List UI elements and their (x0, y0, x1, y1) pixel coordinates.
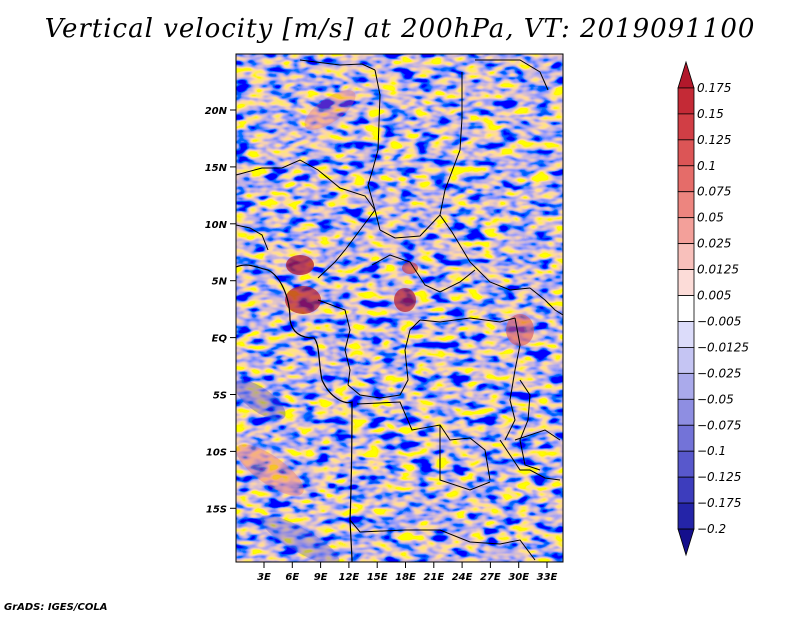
colorbar-level-label: 0.0125 (697, 263, 739, 277)
colorbar-level-label: 0.005 (697, 289, 731, 303)
lat-tick-label: 10S (206, 447, 227, 458)
lon-tick-label: 33E (537, 572, 558, 583)
colorbar-level-label: −0.125 (697, 470, 741, 484)
colorbar-swatch (677, 347, 695, 374)
colorbar-swatch (677, 113, 695, 141)
footer-credit: GrADS: IGES/COLA (4, 602, 108, 613)
colorbar-level-label: 0.1 (697, 159, 716, 173)
colorbar-swatch (677, 269, 695, 296)
chart-title: Vertical velocity [m/s] at 200hPa, VT: 2… (44, 14, 756, 44)
lon-tick-label: 12E (339, 572, 360, 583)
colorbar-level-label: 0.025 (697, 237, 731, 251)
country-boundaries (236, 59, 563, 562)
colorbar-swatch (677, 217, 695, 245)
lat-tick-label: 5S (213, 391, 227, 402)
lon-tick-label: 3E (257, 572, 271, 583)
lat-tick-label: 10N (205, 220, 228, 231)
colorbar-level-label: 0.075 (697, 185, 731, 199)
lon-tick-label: 9E (314, 572, 328, 583)
colorbar-level-label: 0.05 (697, 211, 724, 225)
colorbar-swatch (677, 139, 695, 167)
lat-tick-label: 20N (205, 106, 228, 117)
colorbar-swatch-top-arrow (677, 60, 695, 89)
lon-tick-label: 24E (452, 572, 473, 583)
colorbar-level-label: −0.075 (697, 418, 741, 432)
colorbar-swatch (677, 295, 695, 322)
colorbar-level-label: 0.125 (697, 133, 731, 147)
colorbar-level-label: −0.1 (697, 444, 726, 458)
strong-updraft-cells (236, 90, 534, 562)
colorbar-swatch (677, 502, 695, 530)
lon-tick-label: 27E (480, 572, 501, 583)
lon-tick-label: 15E (367, 572, 388, 583)
colorbar-level-label: −0.2 (697, 522, 726, 536)
colorbar-swatch (677, 165, 695, 193)
colorbar-swatch (677, 243, 695, 270)
lat-tick-label: 15N (205, 163, 228, 174)
lat-tick-label: EQ (212, 334, 228, 345)
lon-tick-label: 18E (395, 572, 416, 583)
colorbar-swatch-bottom-arrow (677, 528, 695, 557)
colorbar-swatch (677, 424, 695, 452)
longitude-axis: 3E 6E 9E 12E 15E 18E 21E 24E 27E 30E 33E (257, 562, 558, 583)
lon-tick-label: 21E (423, 572, 444, 583)
colorbar-level-label: −0.025 (697, 366, 741, 380)
colorbar-level-label: −0.005 (697, 314, 741, 328)
colorbar-level-label: 0.15 (697, 107, 724, 121)
colorbar-level-label: −0.175 (697, 496, 741, 510)
colorbar-swatch (677, 191, 695, 219)
colorbar: 0.175 0.15 0.125 0.1 0.075 0.05 0.025 0.0125 0.0… (677, 60, 749, 557)
lat-tick-label: 5N (212, 277, 228, 288)
map-frame (235, 53, 564, 563)
lon-tick-label: 6E (285, 572, 299, 583)
latitude-axis: 20N 15N 10N 5N EQ 5S 10S 15S (205, 106, 236, 515)
map-plot-area (235, 53, 564, 563)
lat-tick-label: 15S (206, 504, 227, 515)
colorbar-level-label: −0.05 (697, 392, 734, 406)
colorbar-swatch (677, 321, 695, 348)
colorbar-swatch (677, 476, 695, 504)
colorbar-level-label: 0.175 (697, 81, 731, 95)
colorbar-swatch (677, 372, 695, 400)
colorbar-swatch (677, 87, 695, 115)
colorbar-swatch (677, 450, 695, 478)
lon-tick-label: 30E (508, 572, 529, 583)
colorbar-level-label: −0.0125 (697, 340, 749, 354)
colorbar-swatch (677, 398, 695, 426)
